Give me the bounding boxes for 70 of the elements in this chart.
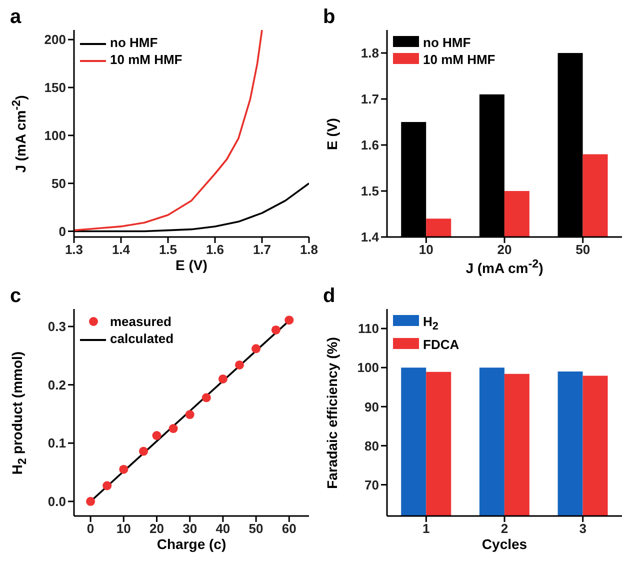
- y-tick-label: 1.5: [360, 184, 379, 199]
- point: [202, 393, 211, 402]
- x-tick-label: 3: [579, 521, 586, 536]
- x-tick-label: 10: [116, 521, 131, 536]
- point: [86, 496, 96, 506]
- y-tick-label: 80: [364, 438, 379, 454]
- x-tick-label: 1.5: [158, 242, 178, 258]
- y-tick-label: 0: [58, 224, 66, 239]
- y-tick-label: 1.6: [360, 138, 379, 153]
- point: [284, 316, 294, 325]
- y-tick-label: 50: [52, 176, 66, 191]
- y-tick-label: 1.8: [360, 46, 379, 61]
- point: [271, 325, 280, 334]
- x-tick-label: 1: [422, 521, 430, 536]
- chart-title: a: [10, 6, 22, 28]
- y-tick-label: 200: [44, 32, 66, 48]
- y-tick-label: 70: [364, 477, 379, 492]
- x-tick-label: 1.4: [112, 242, 131, 258]
- x-axis-title: Charge (c): [156, 536, 226, 552]
- point: [252, 344, 261, 354]
- chart-title: d: [323, 285, 336, 307]
- y-tick-label: 100: [44, 128, 66, 144]
- y-tick-label: 110: [358, 321, 379, 336]
- legend-label: measured: [110, 314, 172, 329]
- legend-label: H$_{2}$: [423, 314, 438, 333]
- x-tick-label: 10: [418, 242, 434, 258]
- x-tick-label: 20: [150, 521, 164, 536]
- y-axis-title: Faradaic efficiency (%): [324, 336, 340, 488]
- chart-title: b: [323, 6, 336, 28]
- point: [234, 360, 244, 370]
- x-tick-label: 2: [500, 521, 508, 536]
- point: [218, 374, 228, 384]
- x-tick-label: 1.3: [64, 242, 84, 258]
- y-tick-label: 0.2: [48, 377, 66, 392]
- y-axis-title: E (V): [324, 118, 340, 150]
- legend-label: no HMF: [110, 35, 158, 50]
- y-tick-label: 0.0: [48, 494, 66, 510]
- x-tick-label: 1.6: [206, 242, 224, 258]
- x-tick-label: 1.7: [252, 242, 272, 258]
- x-tick-label: 0: [86, 521, 94, 536]
- point: [152, 431, 162, 440]
- x-axis-title: E (V): [176, 257, 208, 273]
- y-tick-label: 150: [44, 80, 66, 96]
- point: [102, 481, 112, 490]
- x-tick-label: 60: [282, 521, 296, 536]
- y-tick-label: 1.7: [360, 92, 379, 107]
- y-tick-label: 0.3: [48, 319, 66, 334]
- x-tick-label: 20: [497, 242, 512, 258]
- point: [119, 464, 128, 474]
- x-axis-title: J (mA cm$^{-2}$): [466, 257, 544, 276]
- y-tick-label: 0.1: [48, 436, 66, 451]
- legend-label: 10 mM HMF: [110, 52, 182, 67]
- point: [168, 424, 178, 434]
- y-tick-label: 1.4: [360, 230, 380, 245]
- x-tick-label: 50: [248, 521, 264, 536]
- point: [138, 446, 148, 456]
- point: [185, 410, 194, 420]
- y-tick-label: 100: [357, 360, 379, 376]
- x-axis-title: Cycles: [482, 536, 528, 552]
- legend-label: 10 mM HMF: [423, 52, 496, 67]
- x-tick-label: 1.8: [300, 242, 318, 258]
- x-tick-label: 50: [576, 242, 590, 258]
- chart-title: c: [10, 285, 22, 307]
- legend-label: calculated: [110, 331, 174, 346]
- legend-label: FDCA: [423, 336, 460, 352]
- legend-label: no HMF: [423, 35, 471, 50]
- y-tick-label: 90: [364, 399, 379, 414]
- x-tick-label: 40: [216, 521, 230, 536]
- x-tick-label: 30: [182, 521, 198, 536]
- line-series: [74, 30, 263, 232]
